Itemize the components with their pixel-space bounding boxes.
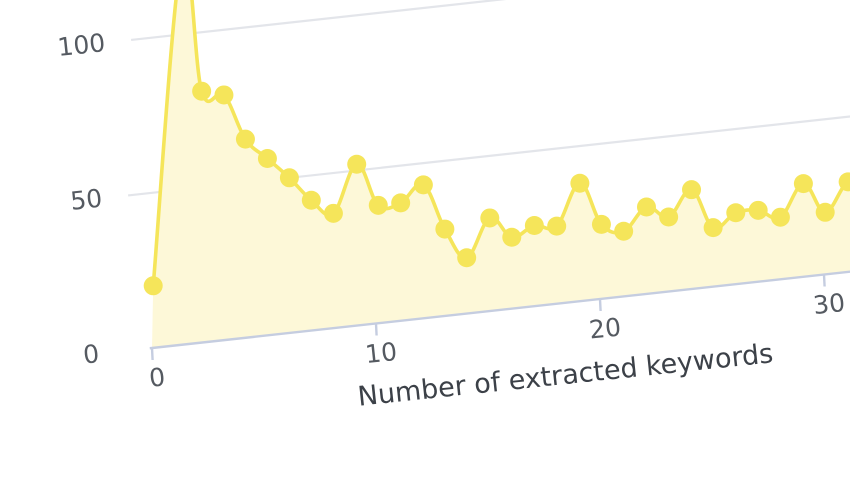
y-tick-label-0: 0 [82,339,101,370]
data-point-17[interactable] [524,215,544,235]
data-point-26[interactable] [726,203,746,223]
y-tick-label-50: 50 [69,184,104,216]
data-point-15[interactable] [480,208,500,228]
data-point-23[interactable] [659,207,679,227]
series-points [143,81,850,296]
data-point-12[interactable] [413,175,433,195]
data-point-4[interactable] [235,129,255,149]
data-point-29[interactable] [793,174,813,194]
x-tick-mark-0 [150,347,154,361]
x-axis-title: Number of extracted keywords [356,338,774,412]
data-point-20[interactable] [591,214,611,234]
x-tick-label-0: 0 [148,362,167,393]
data-point-24[interactable] [682,180,702,200]
data-point-5[interactable] [257,148,277,168]
y-axis: 0 50 100 [56,28,106,370]
x-axis: 0 10 20 30 [148,270,850,393]
data-point-27[interactable] [748,200,768,220]
data-point-10[interactable] [368,195,388,215]
data-point-16[interactable] [502,227,522,247]
x-tick-mark-30 [822,274,826,287]
data-point-30[interactable] [815,202,835,222]
data-point-0[interactable] [143,276,163,296]
data-point-31[interactable] [838,172,850,192]
x-tick-mark-20 [598,298,602,312]
data-point-9[interactable] [347,154,367,174]
data-point-8[interactable] [323,203,343,223]
gridline-y-100 [131,0,507,42]
x-tick-label-20: 20 [588,312,623,344]
data-point-19[interactable] [570,173,590,193]
data-point-13[interactable] [435,219,455,239]
data-point-18[interactable] [547,216,567,236]
data-point-11[interactable] [391,193,411,213]
x-tick-label-10: 10 [364,337,399,369]
data-point-25[interactable] [703,218,723,238]
y-tick-label-100: 100 [56,28,106,62]
data-point-7[interactable] [301,190,321,210]
series-area-fill [152,0,850,348]
data-point-14[interactable] [457,248,477,268]
data-point-21[interactable] [614,221,634,241]
data-point-28[interactable] [770,207,790,227]
data-point-2[interactable] [192,81,212,101]
x-tick-mark-10 [374,323,378,336]
data-point-6[interactable] [279,168,299,188]
data-point-22[interactable] [636,197,656,217]
series-group [143,0,850,348]
x-tick-label-30: 30 [812,288,847,320]
data-point-3[interactable] [214,85,234,105]
